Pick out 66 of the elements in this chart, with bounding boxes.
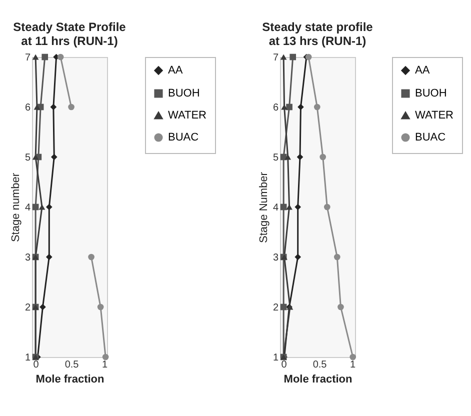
y-tick-label: 7 (272, 52, 279, 64)
point (34, 104, 40, 110)
y-axis-title: Stage Number (258, 172, 270, 243)
y-tick-label: 1 (272, 352, 279, 364)
point (280, 54, 287, 60)
legend-label: AA (168, 64, 184, 76)
y-tick-label: 7 (24, 52, 31, 64)
point (284, 154, 292, 160)
x-tick-label: 0.5 (312, 360, 328, 370)
point (46, 204, 52, 210)
point (32, 204, 39, 210)
x-tick-label: 0 (33, 360, 40, 370)
x-axis-title: Mole fraction (284, 374, 353, 386)
point (294, 254, 302, 260)
y-tick-label: 1 (24, 352, 31, 364)
point (296, 154, 304, 160)
y-tick-label: 5 (272, 152, 279, 164)
point (97, 304, 104, 310)
point (38, 204, 46, 210)
x-axis-title: Mole fraction (36, 374, 105, 386)
point (46, 254, 52, 260)
point (102, 354, 109, 360)
point (320, 154, 326, 160)
chart-title: Steady state profile at 13 hrs (RUN-1) (262, 20, 374, 48)
point (294, 204, 302, 210)
legend-label: WATER (168, 110, 207, 122)
legend-label: WATER (415, 110, 454, 122)
point (40, 304, 46, 310)
y-axis-title: Stage number (10, 172, 22, 242)
point (298, 104, 304, 110)
point (50, 104, 57, 110)
y-tick-label: 4 (272, 202, 279, 214)
legend-label: BUAC (168, 132, 199, 144)
y-tick-label: 2 (24, 302, 31, 314)
point (50, 154, 58, 160)
x-tick-label: 0 (281, 360, 288, 370)
legend-label: BUOH (415, 88, 447, 100)
x-tick-label: 0.5 (64, 360, 80, 370)
point (88, 254, 94, 260)
point (280, 304, 287, 310)
y-tick-label: 6 (272, 102, 279, 114)
y-tick-label: 5 (24, 152, 31, 164)
x-tick-label: 1 (350, 360, 356, 370)
y-tick-label: 4 (24, 202, 31, 214)
legend-label: BUOH (168, 88, 200, 100)
chart-title: Steady State Profile at 11 hrs (RUN-1) (13, 20, 126, 48)
legend-label: BUAC (415, 132, 446, 144)
y-tick-label: 3 (272, 252, 279, 264)
point (32, 54, 39, 60)
point (290, 54, 296, 60)
point (334, 254, 340, 260)
point (338, 304, 344, 310)
point (324, 204, 330, 210)
point (57, 54, 64, 60)
point (68, 104, 74, 110)
point (280, 204, 287, 210)
legend-label: AA (415, 64, 430, 76)
point (350, 354, 356, 360)
point (42, 54, 48, 60)
y-tick-label: 3 (24, 252, 31, 264)
x-tick-label: 1 (102, 360, 108, 370)
point (286, 104, 292, 110)
y-tick-label: 6 (24, 102, 31, 114)
point (314, 104, 320, 110)
y-tick-label: 2 (272, 302, 279, 314)
point (32, 154, 39, 160)
